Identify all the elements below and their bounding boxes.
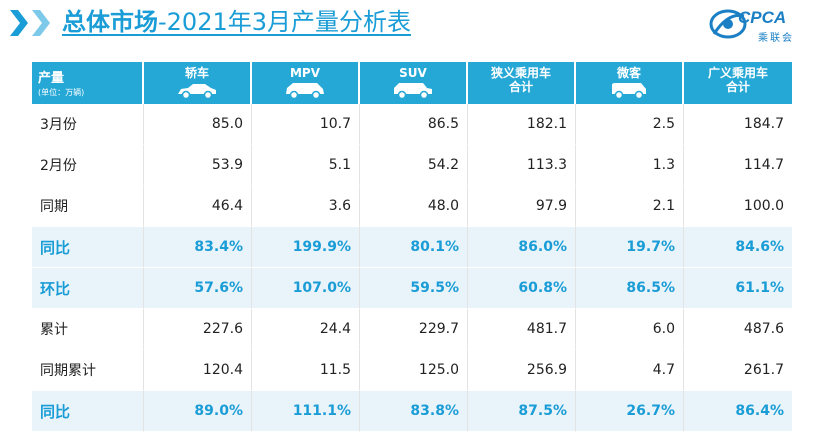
table-row: 2月份 53.9 5.1 54.2 113.3 1.3 114.7: [32, 145, 792, 186]
table-cell: 199.9%: [252, 227, 360, 268]
column-header-mpv: MPV: [252, 62, 360, 104]
page-header: 总体市场-2021年3月产量分析表 CPCA 乘联会: [0, 0, 820, 52]
row-label: 3月份: [32, 104, 144, 145]
table-cell: 120.4: [144, 350, 252, 391]
table-row: 同期累计 120.4 11.5 125.0 256.9 4.7 261.7: [32, 350, 792, 391]
table-cell: 4.7: [576, 350, 684, 391]
table-cell: 3.6: [252, 186, 360, 227]
sedan-icon: [178, 84, 216, 100]
minivan-icon: [612, 83, 646, 100]
column-label: 轿车: [184, 66, 209, 80]
mpv-icon: [286, 83, 324, 100]
swoosh-icon: [709, 9, 747, 39]
table-cell: 26.7%: [576, 391, 684, 432]
table-cell: 83.4%: [144, 227, 252, 268]
table-cell: 261.7: [684, 350, 792, 391]
table-cell: 60.8%: [468, 268, 576, 309]
logo-subtitle: 乘联会: [758, 33, 794, 44]
row-label: 同期累计: [32, 350, 144, 391]
table-cell: 86.5: [360, 104, 468, 145]
table-cell: 57.6%: [144, 268, 252, 309]
table-cell: 87.5%: [468, 391, 576, 432]
row-label: 同期: [32, 186, 144, 227]
table-cell: 86.4%: [684, 391, 792, 432]
table-body: 3月份 85.0 10.7 86.5 182.1 2.5 184.7 2月份 53.9 5.1 54…: [32, 104, 792, 432]
column-label: SUV: [399, 66, 427, 80]
page-title: 总体市场-2021年3月产量分析表: [62, 6, 411, 38]
title-rest: -2021年3月产量分析表: [158, 8, 412, 36]
column-header-minivan: 微客: [576, 62, 684, 104]
column-label: 狭义乘用车 合计: [490, 66, 551, 94]
table-cell: 59.5%: [360, 268, 468, 309]
table-cell: 19.7%: [576, 227, 684, 268]
table-cell: 80.1%: [360, 227, 468, 268]
column-header-sedan: 轿车: [144, 62, 252, 104]
table-cell: 100.0: [684, 186, 792, 227]
table-row: 同比 83.4% 199.9% 80.1% 86.0% 19.7% 84.6%: [32, 227, 792, 268]
table-cell: 97.9: [468, 186, 576, 227]
column-header-narrow-total: 狭义乘用车 合计: [468, 62, 576, 104]
table-cell: 6.0: [576, 309, 684, 350]
row-header-main: 产量: [38, 71, 65, 86]
table-cell: 256.9: [468, 350, 576, 391]
table-row: 累计 227.6 24.4 229.7 481.7 6.0 487.6: [32, 309, 792, 350]
table-cell: 54.2: [360, 145, 468, 186]
chevron-right-icon: [10, 10, 28, 36]
table-row: 同期 46.4 3.6 48.0 97.9 2.1 100.0: [32, 186, 792, 227]
table-cell: 46.4: [144, 186, 252, 227]
table-row: 同比 89.0% 111.1% 83.8% 87.5% 26.7% 86.4%: [32, 391, 792, 432]
title-bold: 总体市场: [62, 8, 158, 36]
cpca-logo: CPCA 乘联会: [708, 4, 814, 46]
column-label: 广义乘用车 合计: [707, 66, 768, 94]
table-cell: 114.7: [684, 145, 792, 186]
row-label: 同比: [32, 391, 144, 432]
column-label: 微客: [616, 66, 641, 80]
table-cell: 86.0%: [468, 227, 576, 268]
table-cell: 1.3: [576, 145, 684, 186]
table-cell: 11.5: [252, 350, 360, 391]
logo-text: CPCA: [738, 8, 787, 27]
table-cell: 24.4: [252, 309, 360, 350]
table-cell: 481.7: [468, 309, 576, 350]
table-cell: 48.0: [360, 186, 468, 227]
table-row: 3月份 85.0 10.7 86.5 182.1 2.5 184.7: [32, 104, 792, 145]
chevron-right-icon: [32, 10, 50, 36]
table-cell: 2.5: [576, 104, 684, 145]
table-cell: 10.7: [252, 104, 360, 145]
suv-icon: [394, 83, 432, 100]
table-cell: 107.0%: [252, 268, 360, 309]
row-label: 环比: [32, 268, 144, 309]
table-cell: 5.1: [252, 145, 360, 186]
table-cell: 53.9: [144, 145, 252, 186]
table-cell: 184.7: [684, 104, 792, 145]
table-cell: 2.1: [576, 186, 684, 227]
row-label: 同比: [32, 227, 144, 268]
column-header-broad-total: 广义乘用车 合计: [684, 62, 792, 104]
table-cell: 125.0: [360, 350, 468, 391]
row-label: 累计: [32, 309, 144, 350]
table-cell: 86.5%: [576, 268, 684, 309]
column-header-suv: SUV: [360, 62, 468, 104]
table-cell: 111.1%: [252, 391, 360, 432]
table-header-row: 产量 (单位：万辆) 轿车 MPV SUV: [32, 62, 792, 104]
table-cell: 487.6: [684, 309, 792, 350]
table-cell: 85.0: [144, 104, 252, 145]
row-header-cell: 产量 (单位：万辆): [32, 62, 144, 104]
table-cell: 227.6: [144, 309, 252, 350]
row-label: 2月份: [32, 145, 144, 186]
table-row: 环比 57.6% 107.0% 59.5% 60.8% 86.5% 61.1%: [32, 268, 792, 309]
table-cell: 229.7: [360, 309, 468, 350]
table-cell: 83.8%: [360, 391, 468, 432]
production-table: 产量 (单位：万辆) 轿车 MPV SUV: [32, 62, 792, 432]
table-cell: 84.6%: [684, 227, 792, 268]
table-cell: 61.1%: [684, 268, 792, 309]
row-header-unit: (单位：万辆): [38, 88, 85, 97]
table-cell: 182.1: [468, 104, 576, 145]
column-label: MPV: [289, 66, 321, 80]
table-cell: 89.0%: [144, 391, 252, 432]
table-cell: 113.3: [468, 145, 576, 186]
